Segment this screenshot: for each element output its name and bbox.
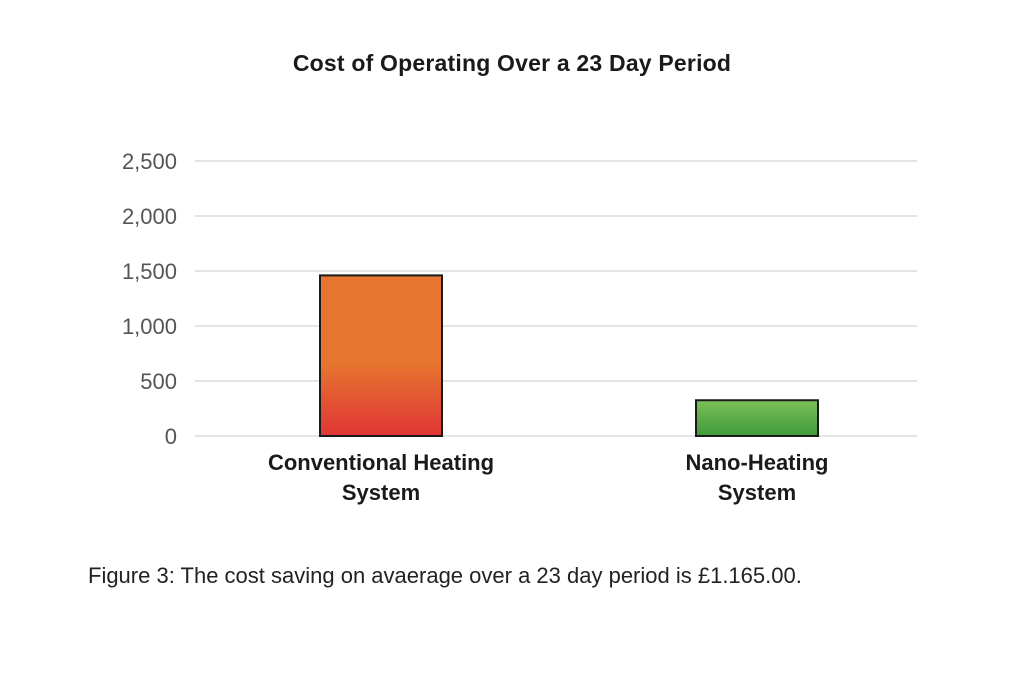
y-tick-label: 2,500 (122, 149, 177, 174)
y-tick-label: 2,000 (122, 204, 177, 229)
y-axis-ticks: 0 500 1,000 1,500 2,000 2,500 (122, 149, 177, 449)
x-category-label: Nano-Heating System (686, 450, 829, 505)
bars (319, 274, 819, 437)
x-axis-labels: Conventional Heating System Nano-Heating Sy… (268, 450, 829, 505)
x-category-label: Conventional Heating System (268, 450, 494, 505)
chart-title: Cost of Operating Over a 23 Day Period (292, 50, 732, 76)
y-tick-label: 1,000 (122, 314, 177, 339)
bar-nano-heating (695, 399, 819, 437)
y-tick-label: 1,500 (122, 259, 177, 284)
gridlines (195, 160, 917, 437)
figure-caption: Figure 3: The cost saving on avaerage ov… (88, 563, 802, 588)
bar-conventional-heating (319, 274, 443, 437)
y-tick-label: 500 (140, 369, 177, 394)
y-tick-label: 0 (165, 424, 177, 449)
